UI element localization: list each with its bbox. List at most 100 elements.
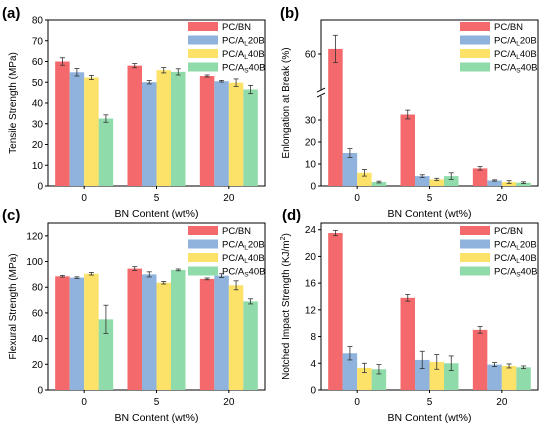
x-tick-label: 0 [81,397,87,408]
legend-label-sub: L [244,54,248,61]
bar [228,82,244,186]
legend-label: PC/AL40B [222,253,265,265]
y-tick-label: 60 [32,57,44,68]
y-tick-label: 0 [310,386,316,397]
legend-label-text: PC/BN [494,226,523,237]
y-tick-label: 30 [305,116,317,127]
legend-label-text: PC/A [222,267,245,278]
legend-label-tail: 40B [249,267,266,278]
y-tick-label: 8 [310,332,316,343]
bar [444,363,459,390]
y-tick-label: 50 [32,78,44,89]
legend-label-tail: 20B [248,240,265,251]
bar [415,176,430,186]
bar [243,89,258,186]
bar [98,118,114,186]
legend-label: PC/AL40B [222,49,265,61]
legend-label-tail: 20B [520,36,537,47]
legend-label: PC/AL20B [494,240,537,252]
bar [501,182,517,186]
legend-label: PC/AS40B [494,63,537,75]
bar [84,77,99,186]
bar [199,76,215,186]
bar [156,282,171,390]
bar [342,353,358,390]
legend-label: PC/AL20B [494,36,537,48]
legend-label-tail: 40B [520,49,537,60]
legend-label-text: PC/A [222,63,245,74]
bar [98,319,114,390]
legend-label: PC/BN [494,22,523,33]
legend-label: PC/AS40B [222,63,265,75]
legend-label-text: PC/A [222,240,245,251]
legend-label: PC/BN [494,226,523,237]
x-axis-label: BN Content (wt%) [387,412,471,424]
bar [487,364,502,390]
legend-label-sub: L [244,258,248,265]
bar [214,81,229,186]
y-tick-label: 0 [37,182,43,193]
legend-label: PC/AL40B [494,49,537,61]
axis-break-mark [316,87,326,93]
y-tick-label: 40 [32,334,44,345]
legend-label-sub: S [516,272,521,279]
legend-label-sub: L [516,54,520,61]
x-tick-label: 5 [427,193,433,204]
legend-label-text: PC/A [222,253,245,264]
legend-label: PC/BN [222,226,251,237]
x-tick-label: 20 [496,193,508,204]
legend-label-sub: S [244,272,249,279]
legend-label-text: PC/A [494,36,517,47]
bar [472,168,488,186]
bar [516,182,531,186]
legend-label-sub: L [516,258,520,265]
legend-swatch [188,266,218,276]
legend-label-tail: 40B [249,63,266,74]
y-tick-label: 10 [32,161,44,172]
legend-swatch [460,253,490,262]
y-axis-label-sup: 2 [280,236,287,240]
y-tick-label: 120 [26,231,43,242]
legend-swatch [460,49,490,58]
bar [171,269,186,390]
bar [55,61,70,186]
bar [55,276,70,390]
bar [415,359,430,390]
y-tick-label: 60 [305,50,317,61]
bar [214,275,229,390]
legend-label-sub: L [244,245,248,252]
legend-swatch [188,239,218,249]
bar [69,277,85,390]
bar [69,72,85,186]
y-tick-label: 20 [305,252,317,263]
axis-break-mark [316,92,326,98]
x-tick-label: 5 [154,193,160,204]
y-tick-label: 12 [305,305,317,316]
legend-swatch [460,62,490,72]
y-tick-label: 0 [37,386,43,397]
legend-swatch [460,22,490,31]
panel-label: (c) [2,207,20,224]
y-tick-label: 30 [32,119,44,130]
y-axis-label-text: Notched Impact Strength (KJ/m [281,240,292,380]
legend-swatch [460,266,490,276]
bar [487,180,502,186]
y-tick-label: 80 [32,283,44,294]
bar [127,65,142,186]
legend-swatch [188,22,218,31]
legend-label-text: PC/A [494,267,517,278]
legend-swatch [188,35,218,45]
bar [357,367,372,390]
legend-label-tail: 40B [521,63,538,74]
y-tick-label: 20 [305,138,317,149]
bar [444,176,459,186]
legend-label-text: PC/A [494,63,517,74]
y-tick-label: 40 [32,99,44,110]
legend-label-tail: 40B [248,253,265,264]
bar [501,365,517,390]
bar [328,48,343,186]
legend-label-sub: L [516,245,520,252]
legend-label-tail: 40B [521,267,538,278]
legend-label-text: PC/BN [494,22,523,33]
